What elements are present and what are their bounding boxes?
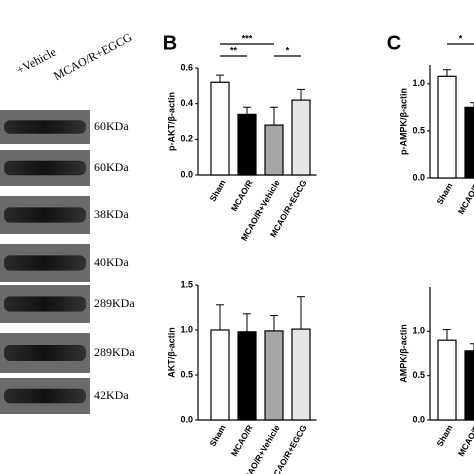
y-tick-label: 0.6 — [180, 62, 193, 72]
band-size: 40KDa — [94, 255, 129, 269]
x-tick-label: MCAO/R — [456, 423, 474, 458]
significance-label: *** — [242, 33, 253, 43]
y-axis-label: p-AMPK/β-actin — [398, 88, 408, 155]
bar — [237, 331, 257, 421]
y-tick-label: 1.0 — [180, 324, 193, 334]
y-tick-label: 1.5 — [180, 279, 193, 289]
y-tick-label: 0.2 — [180, 134, 193, 144]
blot-band — [4, 207, 86, 223]
x-tick-label: MCAO/R — [456, 181, 474, 216]
y-tick-label: 0.0 — [180, 169, 193, 179]
x-tick-label: MCAO/R — [229, 178, 255, 213]
bar — [264, 124, 284, 176]
band-size: 60KDa — [94, 119, 129, 133]
blot-band — [4, 255, 86, 271]
x-tick-label: Sham — [207, 178, 227, 203]
y-axis-label: AKT/β-actin — [166, 327, 176, 378]
blot-band — [4, 160, 86, 176]
band-size: 289KDa — [94, 296, 135, 310]
bar — [291, 328, 311, 421]
lane-label: MCAO/R+EGCG — [51, 30, 134, 83]
bar — [210, 81, 230, 176]
y-tick-label: 0.0 — [180, 414, 193, 424]
x-tick-label: Sham — [434, 423, 454, 448]
x-tick-label: MCAO/R — [229, 423, 255, 458]
y-tick-label: 0.5 — [180, 369, 193, 379]
significance-label: * — [459, 33, 463, 43]
band-size: 289KDa — [94, 345, 135, 359]
bar — [464, 106, 474, 179]
x-tick-label: Sham — [434, 181, 454, 206]
panel-letter: C — [387, 32, 401, 54]
bar — [210, 329, 230, 421]
y-axis-label: AMPK/β-actin — [398, 324, 408, 383]
panel-letter: B — [163, 32, 177, 54]
band-size: 42KDa — [94, 388, 129, 402]
blot-band — [4, 388, 86, 404]
y-tick-label: 0.4 — [180, 98, 193, 108]
bar — [237, 113, 257, 176]
y-tick-label: 1.0 — [412, 78, 425, 88]
bar — [437, 75, 457, 179]
blot-band — [4, 120, 86, 134]
y-tick-label: 0.5 — [412, 125, 425, 135]
y-tick-label: 1.0 — [412, 326, 425, 336]
blot-band — [4, 345, 86, 361]
significance-label: * — [286, 45, 290, 55]
y-tick-label: 0.5 — [412, 370, 425, 380]
y-tick-label: 0.0 — [412, 414, 425, 424]
band-size: 60KDa — [94, 160, 129, 174]
y-tick-label: 0.0 — [412, 172, 425, 182]
x-tick-label: Sham — [207, 423, 227, 448]
significance-label: ** — [230, 45, 238, 55]
bar — [437, 339, 457, 421]
bar — [464, 350, 474, 421]
blot-band — [4, 296, 86, 312]
bar — [291, 99, 311, 176]
bar — [264, 330, 284, 421]
band-size: 38KDa — [94, 207, 129, 221]
y-axis-label: p-AKT/β-actin — [166, 92, 176, 151]
